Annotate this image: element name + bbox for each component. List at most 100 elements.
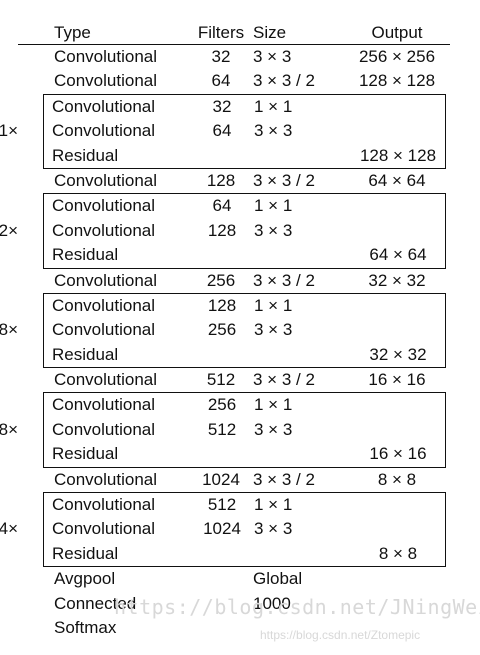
cell-output: 8 × 8 [377,469,417,489]
cell-filters: 64 [212,196,232,216]
table-row: Convolutional 1024 3 × 3 / 2 8 × 8 [18,468,450,492]
cell-size: 3 × 3 [254,519,293,539]
cell-filters: 1024 [202,469,240,489]
table-header: Type Filters Size Output [18,22,450,45]
cell-filters: 512 [206,370,236,390]
table-row: Convolutional 256 3 × 3 / 2 32 × 32 [18,269,450,293]
cell-type: Convolutional [52,96,156,116]
table-row: Convolutional 128 3 × 3 / 2 64 × 64 [18,169,450,193]
repeat-multiplier: 1× [0,121,18,141]
cell-type: Convolutional [52,395,156,415]
header-filters: Filters [197,23,245,42]
table-row: Avgpool Global [18,567,450,591]
cell-type: Convolutional [52,419,156,439]
cell-size: 3 × 3 / 2 [253,170,315,190]
table-row: Convolutional 32 3 × 3 256 × 256 [18,45,450,69]
cell-type: Avgpool [54,569,116,589]
table-row: Convolutional 256 1 × 1 [19,393,445,417]
cell-type: Softmax [54,617,117,637]
cell-filters: 128 [207,295,237,315]
cell-size: 3 × 3 [253,47,292,66]
residual-block: Convolutional 32 1 × 1 Convolutional 64 3 × 3… [0,93,446,169]
cell-size: 3 × 3 [254,121,293,141]
table-row: Convolutional 128 3 × 3 2× [0,219,445,243]
cell-output: 8 × 8 [378,543,418,563]
watermark-sub: https://blog.csdn.net/Ztomepic [260,628,421,642]
cell-size: 3 × 3 [254,220,293,240]
cell-output: 32 × 32 [369,344,427,364]
cell-filters: 256 [207,320,237,340]
residual-block: Convolutional 512 1 × 1 Convolutional 1024 3 … [0,492,446,568]
cell-type: Residual [52,245,119,265]
cell-size: 1 × 1 [254,196,293,216]
cell-size: 1 × 1 [254,395,293,415]
table-row: Convolutional 256 3 × 3 8× [0,318,445,342]
cell-size: 3 × 3 / 2 [253,71,315,91]
cell-type: Convolutional [54,270,158,290]
cell-size: 3 × 3 / 2 [253,370,315,390]
cell-filters: 256 [206,270,236,290]
cell-output: 64 × 64 [368,170,426,190]
cell-filters: 512 [207,419,237,439]
cell-size: 1 × 1 [254,96,293,116]
cell-output: 128 × 128 [359,145,437,165]
cell-output: 256 × 256 [358,47,436,66]
residual-block: Convolutional 128 1 × 1 Convolutional 256 3 ×… [0,292,446,369]
cell-type: Convolutional [52,121,156,141]
cell-size: 3 × 3 [254,419,293,439]
cell-filters: 512 [207,495,237,515]
cell-size: 3 × 3 / 2 [253,469,315,489]
cell-size: 3 × 3 / 2 [253,270,315,290]
table-row: Convolutional 512 3 × 3 / 2 16 × 16 [18,368,450,392]
cell-type: Connected [54,593,137,613]
repeat-multiplier: 8× [0,320,18,340]
cell-output: 32 × 32 [368,270,426,290]
cell-type: Residual [52,543,119,563]
table-row: Convolutional 64 1 × 1 [19,194,445,218]
darknet-architecture-table: Type Filters Size Output Convolutional 32… [0,22,450,640]
cell-filters: 32 [211,47,231,66]
cell-type: Convolutional [54,170,158,190]
cell-type: Convolutional [54,47,158,66]
cell-type: Convolutional [52,220,156,240]
cell-type: Convolutional [52,519,156,539]
cell-output: 16 × 16 [368,370,426,390]
cell-type: Convolutional [54,71,158,91]
repeat-multiplier: 4× [0,519,18,539]
cell-filters: 1024 [203,519,241,539]
table-row: Softmax [18,616,450,640]
cell-filters: 64 [212,121,232,141]
cell-type: Convolutional [52,295,156,315]
cell-size: 3 × 3 [254,320,293,340]
cell-filters: 128 [207,220,237,240]
cell-size: Global [253,569,303,589]
cell-type: Residual [52,344,119,364]
cell-type: Residual [52,444,119,464]
cell-filters: 128 [206,170,236,190]
table-row: Residual 128 × 128 [19,144,445,168]
table-row: Residual 64 × 64 [19,243,445,267]
cell-filters: 32 [212,96,232,116]
table-row: Convolutional 1024 3 × 3 4× [0,517,445,541]
table-row: Residual 32 × 32 [19,343,445,367]
table-row: Residual 16 × 16 [19,442,445,466]
repeat-multiplier: 8× [0,419,18,439]
header-output: Output [371,23,423,42]
cell-size: 1 × 1 [254,295,293,315]
cell-type: Residual [52,145,119,165]
table-row: Convolutional 32 1 × 1 [19,95,445,119]
table-row: Convolutional 64 3 × 3 / 2 128 × 128 [18,69,450,93]
table-row: Convolutional 512 1 × 1 [19,493,445,517]
table-row: Convolutional 128 1 × 1 [19,294,445,318]
table-row: Convolutional 64 3 × 3 1× [0,119,445,143]
cell-filters: 64 [211,71,231,91]
cell-output: 64 × 64 [369,245,427,265]
watermark-main: https://blog.csdn.net/JNingWei [114,595,480,619]
cell-size: 1000 [253,593,291,613]
table-body: Convolutional 32 3 × 3 256 × 256 Convolution… [0,45,450,640]
table-row: Connected 1000 [18,592,450,616]
cell-type: Convolutional [54,370,158,390]
header-type: Type [54,23,91,42]
cell-output: 16 × 16 [369,444,427,464]
repeat-multiplier: 2× [0,220,18,240]
